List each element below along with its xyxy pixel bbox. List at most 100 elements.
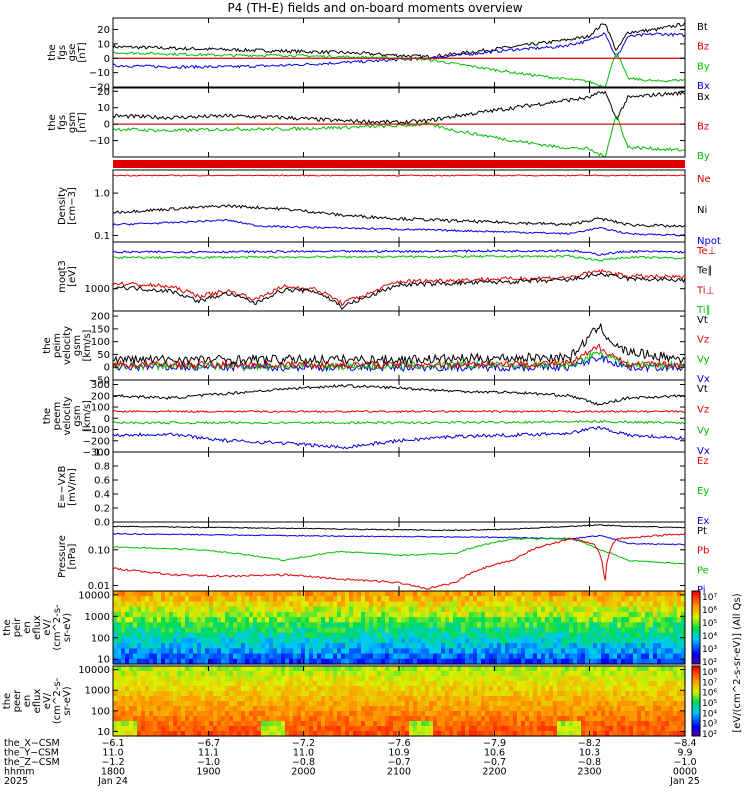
heatmap-cell <box>373 648 378 655</box>
heatmap-cell <box>289 671 294 677</box>
heatmap-cell <box>253 671 258 677</box>
heatmap-cell <box>437 731 442 737</box>
heatmap-cell <box>341 643 346 649</box>
heatmap-cell <box>289 632 294 639</box>
heatmap-cell <box>481 617 486 623</box>
heatmap-cell <box>677 658 682 665</box>
heatmap-cell <box>673 591 678 597</box>
heatmap-cell <box>593 601 598 608</box>
colorbar-segment <box>692 722 700 725</box>
heatmap-cell <box>153 637 158 644</box>
heatmap-cell <box>497 601 502 608</box>
heatmap-cell <box>193 606 198 613</box>
heatmap-cell <box>309 701 314 707</box>
heatmap-cell <box>161 643 166 649</box>
heatmap-cell <box>181 611 186 618</box>
heatmap-cell <box>293 606 298 613</box>
heatmap-cell <box>269 596 274 603</box>
heatmap-cell <box>317 637 322 644</box>
heatmap-cell <box>189 721 194 727</box>
heatmap-cell <box>409 676 414 682</box>
heatmap-cell <box>489 596 494 603</box>
heatmap-cell <box>381 617 386 623</box>
heatmap-cell <box>161 591 166 597</box>
heatmap-cell <box>153 617 158 623</box>
heatmap-cell <box>253 617 258 623</box>
heatmap-cell <box>513 611 518 618</box>
heatmap-cell <box>265 617 270 623</box>
heatmap-cell <box>345 606 350 613</box>
heatmap-cell <box>661 716 666 722</box>
heatmap-cell <box>493 691 498 697</box>
heatmap-cell <box>257 648 262 655</box>
heatmap-cell <box>669 658 674 665</box>
y-tick-label: 10 <box>97 103 110 114</box>
heatmap-cell <box>461 617 466 623</box>
heatmap-cell <box>473 671 478 677</box>
heatmap-cell <box>281 596 286 603</box>
heatmap-cell <box>309 691 314 697</box>
heatmap-cell <box>601 611 606 618</box>
colorbar-segment <box>692 732 700 735</box>
heatmap-cell <box>557 666 562 672</box>
heatmap-cell <box>641 711 646 717</box>
heatmap-cell <box>365 611 370 618</box>
heatmap-cell <box>425 671 430 677</box>
heatmap-cell <box>213 696 218 702</box>
heatmap-cell <box>185 706 190 712</box>
heatmap-cell <box>633 627 638 634</box>
heatmap-cell <box>409 611 414 618</box>
heatmap-cell <box>549 686 554 692</box>
heatmap-cell <box>353 622 358 629</box>
heatmap-cell <box>661 648 666 655</box>
heatmap-cell <box>121 711 126 717</box>
heatmap-cell <box>337 711 342 717</box>
heatmap-cell <box>113 591 118 597</box>
heatmap-cell <box>277 676 282 682</box>
heatmap-cell <box>353 643 358 649</box>
heatmap-cell <box>669 643 674 649</box>
heatmap-cell <box>521 691 526 697</box>
y-tick-label: 100 <box>91 403 110 414</box>
heatmap-cell <box>509 726 514 732</box>
heatmap-cell <box>113 691 118 697</box>
heatmap-cell <box>205 721 210 727</box>
y-axis-label: eflux <box>32 689 43 714</box>
heatmap-cell <box>353 637 358 644</box>
heatmap-cell <box>633 716 638 722</box>
heatmap-cell <box>297 666 302 672</box>
heatmap-cell <box>521 653 526 660</box>
heatmap-cell <box>541 596 546 603</box>
heatmap-cell <box>149 617 154 623</box>
heatmap-cell <box>385 686 390 692</box>
heatmap-cell <box>629 686 634 692</box>
heatmap-cell <box>449 706 454 712</box>
heatmap-cell <box>665 627 670 634</box>
heatmap-cell <box>629 671 634 677</box>
x-tick-label: 2000 <box>291 767 315 778</box>
heatmap-cell <box>157 617 162 623</box>
heatmap-cell <box>273 601 278 608</box>
heatmap-cell <box>641 721 646 727</box>
heatmap-cell <box>197 622 202 629</box>
y-tick-label: 1000 <box>85 686 110 697</box>
heatmap-cell <box>293 706 298 712</box>
heatmap-cell <box>553 611 558 618</box>
heatmap-cell <box>521 658 526 665</box>
heatmap-cell <box>505 606 510 613</box>
heatmap-cell <box>669 731 674 737</box>
heatmap-cell <box>213 731 218 737</box>
heatmap-cell <box>149 632 154 639</box>
heatmap-cell <box>677 622 682 629</box>
heatmap-cell <box>313 596 318 603</box>
heatmap-cell <box>473 701 478 707</box>
heatmap-cell <box>637 632 642 639</box>
heatmap-cell <box>181 632 186 639</box>
heatmap-cell <box>197 716 202 722</box>
y-tick-label: 50 <box>97 350 110 361</box>
heatmap-cell <box>285 711 290 717</box>
heatmap-cell <box>145 716 150 722</box>
heatmap-cell <box>133 637 138 644</box>
heatmap-cell <box>673 611 678 618</box>
series-line <box>112 425 686 450</box>
